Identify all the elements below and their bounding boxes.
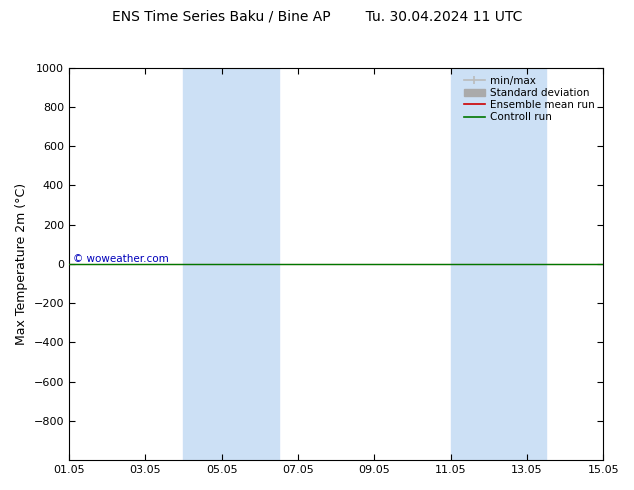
Text: ENS Time Series Baku / Bine AP        Tu. 30.04.2024 11 UTC: ENS Time Series Baku / Bine AP Tu. 30.04… xyxy=(112,10,522,24)
Bar xyxy=(451,68,546,460)
Bar xyxy=(183,68,279,460)
Text: © woweather.com: © woweather.com xyxy=(73,254,169,264)
Y-axis label: Max Temperature 2m (°C): Max Temperature 2m (°C) xyxy=(15,183,28,345)
Legend: min/max, Standard deviation, Ensemble mean run, Controll run: min/max, Standard deviation, Ensemble me… xyxy=(461,73,598,125)
